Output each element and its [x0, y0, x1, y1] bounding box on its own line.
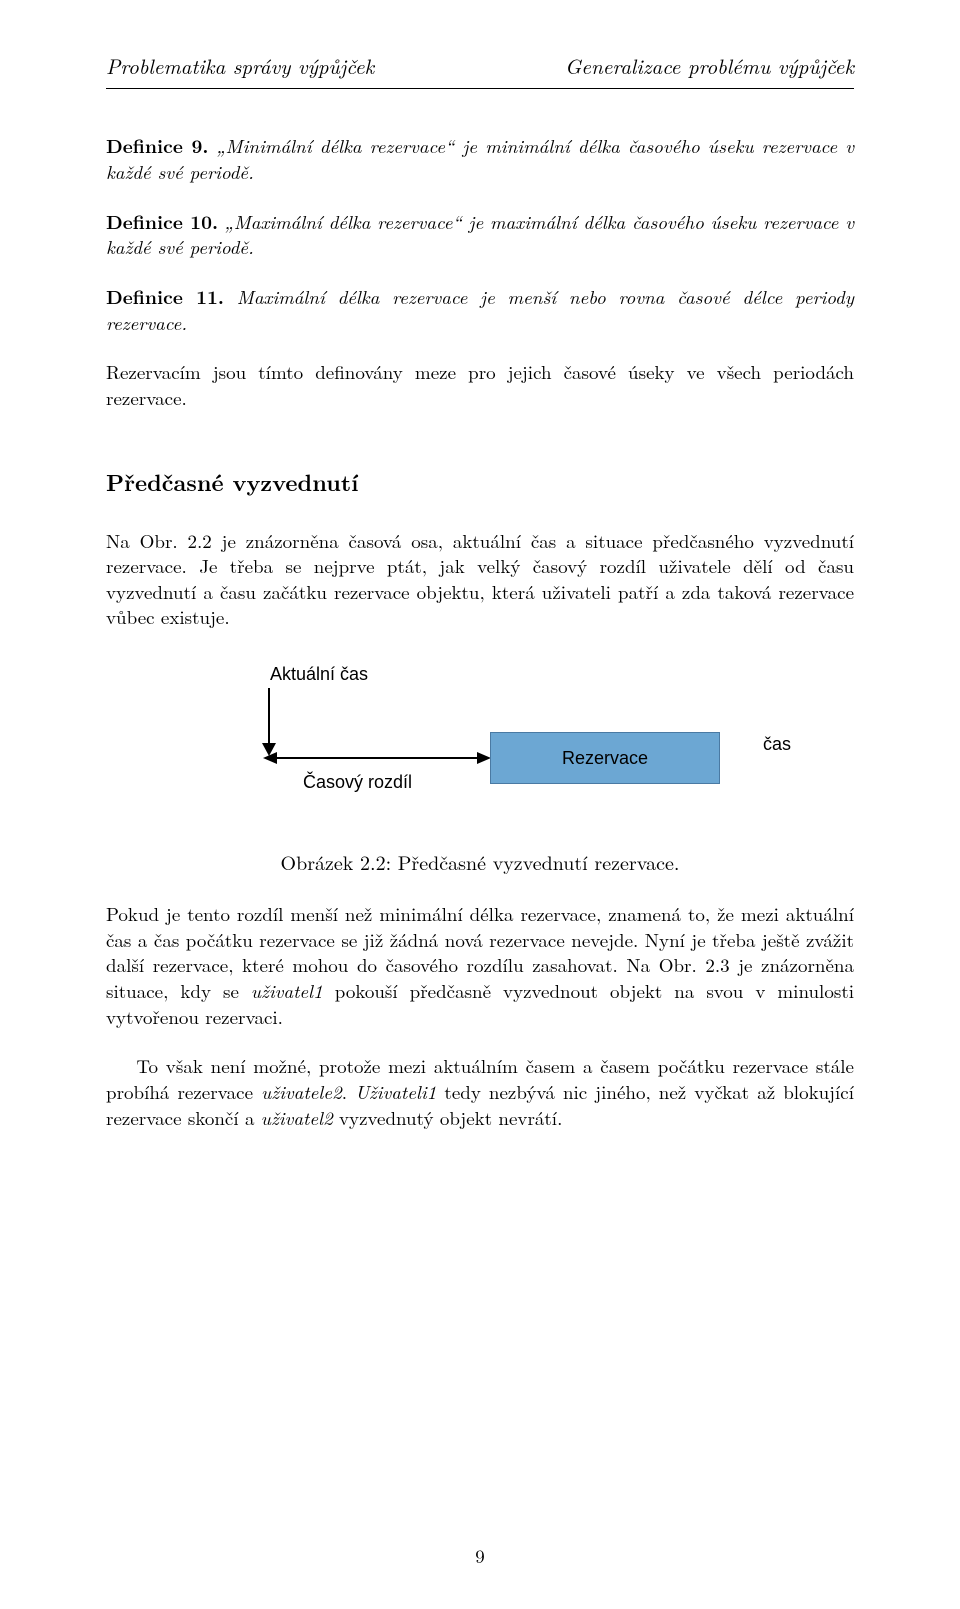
def11-label: Definice 11. [106, 282, 224, 310]
section-title: Předčasné vyzvednutí [106, 466, 854, 497]
figure-canvas: Aktuální čas Časový rozdíl Rezervace čas [160, 660, 800, 830]
def10-term-text: Maximální délka rezervace [234, 208, 453, 235]
definition-10: Definice 10. Maximální délka rezervace j… [106, 209, 854, 260]
running-header: Problematika správy výpůjček Generalizac… [106, 52, 854, 80]
page: Problematika správy výpůjček Generalizac… [0, 0, 960, 1609]
para-section: Na Obr. 2.2 je znázorněna časová osa, ak… [106, 528, 854, 631]
figure-caption: Obrázek 2.2: Předčasné vyzvednutí rezerv… [106, 848, 854, 875]
arrow-down-icon [259, 688, 279, 758]
def9-term: Minimální délka rezervace [216, 132, 454, 159]
paf-u1: uživatel1 [251, 977, 323, 1004]
definition-9: Definice 9. Minimální délka rezervace je… [106, 133, 854, 184]
pl-t2: . [342, 1078, 355, 1105]
def10-term: Maximální délka rezervace [224, 208, 461, 235]
def9-term-text: Minimální délka rezervace [226, 132, 445, 159]
figure-akt-label: Aktuální čas [270, 662, 368, 686]
figure-gap-label: Časový rozdíl [303, 770, 412, 794]
def9-label: Definice 9. [106, 131, 209, 159]
header-right: Generalizace problému výpůjček [565, 52, 854, 80]
header-rule [106, 88, 854, 89]
page-number: 9 [0, 1543, 960, 1569]
gap-arrow-icon [263, 750, 493, 766]
para-after-defs: Rezervacím jsou tímto definovány meze pr… [106, 359, 854, 410]
def10-rest: je maximální délka časového úseku rezerv… [106, 208, 854, 261]
pl-u1: Uživateli1 [355, 1078, 436, 1105]
pl-u2: uživatele2 [261, 1078, 342, 1105]
pl-u2b: uživatel2 [261, 1104, 333, 1131]
header-left: Problematika správy výpůjček [106, 52, 374, 80]
figure-2-2: Aktuální čas Časový rozdíl Rezervace čas [106, 660, 854, 830]
definition-11: Definice 11. Maximální délka rezervace j… [106, 284, 854, 335]
reservation-box: Rezervace [490, 732, 720, 784]
para-last: To však není možné, protože mezi aktuáln… [106, 1053, 854, 1130]
pl-t4: vyzvednutý objekt nevrátí. [333, 1104, 563, 1131]
figure-time-label: čas [763, 732, 791, 756]
para-after-figure: Pokud je tento rozdíl menší než minimáln… [106, 901, 854, 1029]
def10-label: Definice 10. [106, 207, 218, 235]
